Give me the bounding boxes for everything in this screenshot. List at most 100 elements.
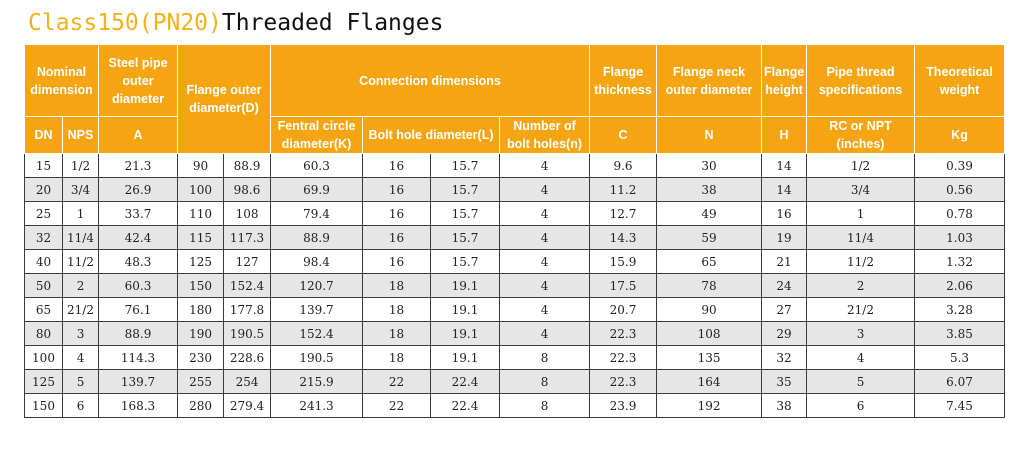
cell-pipe-thread: 3/4: [806, 177, 916, 202]
cell-flange-outer-diameter-2: 177.8: [223, 297, 272, 322]
cell-bolt-hole-diameter-1: 16: [362, 153, 432, 178]
cell-nps: 4: [61, 345, 100, 370]
cell-nps: 3/4: [61, 177, 100, 202]
cell-pipe-outer-diameter: 88.9: [98, 321, 179, 346]
cell-bolt-hole-diameter-2: 19.1: [430, 345, 501, 370]
cell-flange-outer-diameter-2: 88.9: [223, 153, 272, 178]
cell-bolt-hole-diameter-2: 15.7: [430, 201, 501, 226]
cell-pipe-thread: 6: [806, 393, 916, 418]
cell-bolt-hole-diameter-1: 16: [362, 249, 432, 274]
flange-spec-table: Nominal dimension Steel pipe outer diame…: [23, 44, 1006, 418]
cell-flange-height: 35: [761, 369, 808, 394]
title-class-rating: Class150(PN20): [28, 10, 222, 36]
cell-pipe-outer-diameter: 60.3: [98, 273, 179, 298]
header-steel-pipe-outer-diameter: Steel pipe outer diameter: [98, 44, 179, 117]
cell-dn: 125: [24, 369, 63, 394]
cell-pipe-thread: 1/2: [806, 153, 916, 178]
cell-flange-neck-outer-diameter: 90: [656, 297, 763, 322]
cell-theoretical-weight: 3.28: [914, 297, 1006, 322]
table-body: 15 1/2 21.3 90 88.9 60.3 16 15.7 4 9.6 30 14 1/2 0.39…: [24, 153, 1006, 418]
cell-nps: 5: [61, 369, 100, 394]
cell-flange-neck-outer-diameter: 65: [656, 249, 763, 274]
cell-flange-thickness: 11.2: [589, 177, 658, 202]
table-row: 50 2 60.3 150 152.4 120.7 18 19.1 4 17.5 78 24 2 2.06: [24, 273, 1006, 298]
cell-flange-thickness: 23.9: [589, 393, 658, 418]
cell-theoretical-weight: 1.32: [914, 249, 1006, 274]
cell-dn: 25: [24, 201, 63, 226]
cell-pipe-thread: 21/2: [806, 297, 916, 322]
cell-bolt-hole-diameter-1: 18: [362, 321, 432, 346]
table-row: 15 1/2 21.3 90 88.9 60.3 16 15.7 4 9.6 30 14 1/2 0.39: [24, 153, 1006, 178]
cell-central-circle-diameter: 241.3: [270, 393, 364, 418]
cell-flange-outer-diameter-2: 279.4: [223, 393, 272, 418]
cell-flange-outer-diameter-1: 180: [177, 297, 225, 322]
header-n: N: [656, 116, 763, 154]
cell-bolt-hole-diameter-1: 18: [362, 297, 432, 322]
cell-flange-outer-diameter-1: 280: [177, 393, 225, 418]
cell-central-circle-diameter: 79.4: [270, 201, 364, 226]
cell-flange-outer-diameter-1: 110: [177, 201, 225, 226]
cell-pipe-outer-diameter: 33.7: [98, 201, 179, 226]
header-connection-dimensions: Connection dimensions: [270, 44, 591, 117]
cell-pipe-thread: 11/2: [806, 249, 916, 274]
cell-central-circle-diameter: 98.4: [270, 249, 364, 274]
cell-flange-neck-outer-diameter: 192: [656, 393, 763, 418]
cell-central-circle-diameter: 215.9: [270, 369, 364, 394]
cell-flange-outer-diameter-2: 190.5: [223, 321, 272, 346]
header-kg: Kg: [914, 116, 1006, 154]
cell-theoretical-weight: 1.03: [914, 225, 1006, 250]
cell-bolt-hole-diameter-2: 15.7: [430, 249, 501, 274]
cell-pipe-outer-diameter: 48.3: [98, 249, 179, 274]
cell-pipe-thread: 4: [806, 345, 916, 370]
cell-central-circle-diameter: 152.4: [270, 321, 364, 346]
cell-bolt-hole-diameter-2: 22.4: [430, 369, 501, 394]
cell-central-circle-diameter: 139.7: [270, 297, 364, 322]
cell-bolt-hole-diameter-2: 15.7: [430, 177, 501, 202]
cell-flange-neck-outer-diameter: 135: [656, 345, 763, 370]
cell-bolt-hole-diameter-2: 15.7: [430, 153, 501, 178]
cell-flange-height: 19: [761, 225, 808, 250]
table-row: 125 5 139.7 255 254 215.9 22 22.4 8 22.3 164 35 5 6.0…: [24, 369, 1006, 394]
cell-nps: 11/4: [61, 225, 100, 250]
header-bolt-hole-diameter: Bolt hole diameter(L): [362, 116, 501, 154]
cell-pipe-thread: 2: [806, 273, 916, 298]
table-row: 100 4 114.3 230 228.6 190.5 18 19.1 8 22.3 135 32 4 5…: [24, 345, 1006, 370]
header-pipe-thread-specifications: Pipe thread specifications: [806, 44, 916, 117]
cell-flange-outer-diameter-2: 117.3: [223, 225, 272, 250]
header-number-of-bolt-holes: Number of bolt holes(n): [499, 116, 591, 154]
cell-nps: 3: [61, 321, 100, 346]
cell-number-of-bolt-holes: 8: [499, 345, 591, 370]
header-flange-thickness: Flange thickness: [589, 44, 658, 117]
cell-flange-thickness: 22.3: [589, 321, 658, 346]
cell-flange-outer-diameter-1: 255: [177, 369, 225, 394]
cell-flange-height: 16: [761, 201, 808, 226]
cell-central-circle-diameter: 69.9: [270, 177, 364, 202]
cell-number-of-bolt-holes: 4: [499, 201, 591, 226]
cell-flange-thickness: 14.3: [589, 225, 658, 250]
cell-flange-height: 32: [761, 345, 808, 370]
cell-flange-outer-diameter-2: 127: [223, 249, 272, 274]
cell-pipe-outer-diameter: 168.3: [98, 393, 179, 418]
cell-theoretical-weight: 2.06: [914, 273, 1006, 298]
cell-nps: 1/2: [61, 153, 100, 178]
cell-bolt-hole-diameter-1: 18: [362, 273, 432, 298]
cell-theoretical-weight: 0.78: [914, 201, 1006, 226]
cell-nps: 1: [61, 201, 100, 226]
cell-pipe-outer-diameter: 76.1: [98, 297, 179, 322]
cell-flange-thickness: 22.3: [589, 369, 658, 394]
cell-central-circle-diameter: 88.9: [270, 225, 364, 250]
cell-nps: 21/2: [61, 297, 100, 322]
cell-flange-outer-diameter-2: 228.6: [223, 345, 272, 370]
cell-flange-height: 38: [761, 393, 808, 418]
table-row: 20 3/4 26.9 100 98.6 69.9 16 15.7 4 11.2 38 14 3/4 0.…: [24, 177, 1006, 202]
header-flange-neck-outer-diameter: Flange neck outer diameter: [656, 44, 763, 117]
cell-number-of-bolt-holes: 4: [499, 225, 591, 250]
cell-flange-outer-diameter-1: 90: [177, 153, 225, 178]
cell-nps: 11/2: [61, 249, 100, 274]
cell-flange-height: 21: [761, 249, 808, 274]
cell-flange-outer-diameter-1: 115: [177, 225, 225, 250]
cell-dn: 80: [24, 321, 63, 346]
header-h: H: [761, 116, 808, 154]
cell-nps: 6: [61, 393, 100, 418]
title-product-name: Threaded Flanges: [221, 10, 444, 36]
